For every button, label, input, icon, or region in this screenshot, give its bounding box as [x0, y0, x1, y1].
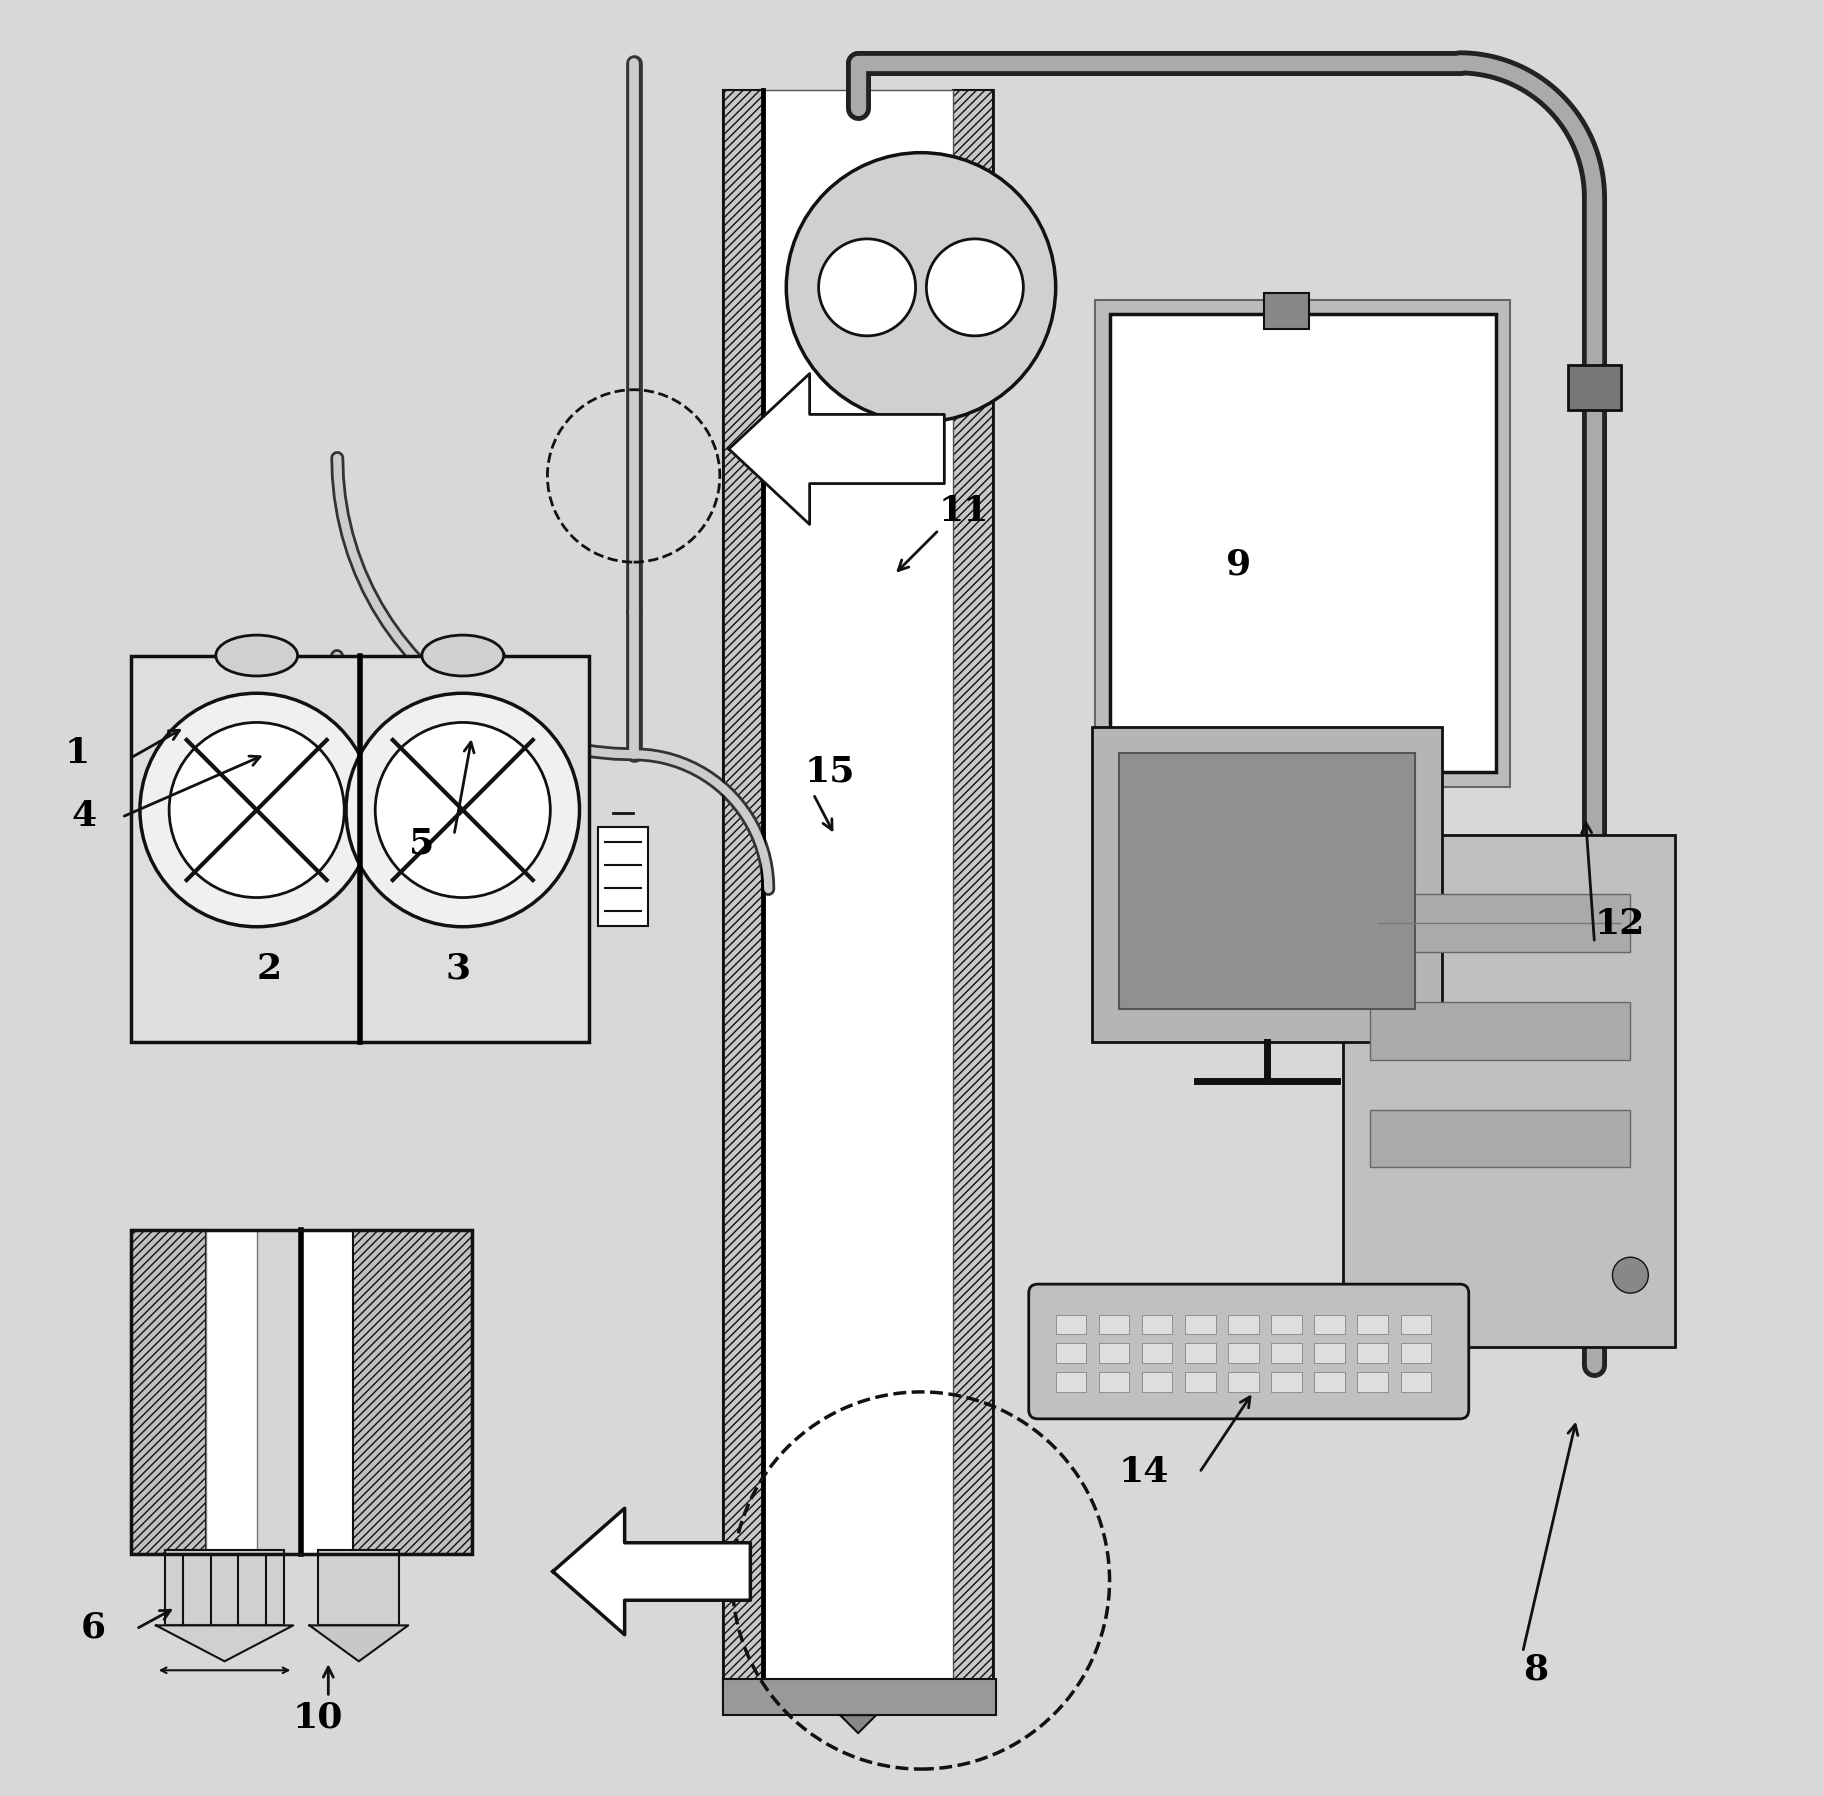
Bar	[953, 90, 992, 1706]
Bar	[1369, 1002, 1630, 1060]
Bar	[762, 90, 953, 1706]
Bar	[1056, 1343, 1087, 1363]
Bar	[1056, 1372, 1087, 1392]
Bar	[598, 828, 647, 927]
Bar	[1314, 1315, 1344, 1334]
Bar	[1141, 1315, 1172, 1334]
Text: 8: 8	[1522, 1652, 1548, 1686]
Bar	[1566, 365, 1621, 409]
Circle shape	[170, 722, 345, 898]
Bar	[1097, 1343, 1128, 1363]
Text: 10: 10	[292, 1701, 343, 1735]
Bar	[164, 1550, 284, 1625]
FancyBboxPatch shape	[1028, 1284, 1468, 1419]
Bar	[1400, 1343, 1431, 1363]
Circle shape	[140, 693, 374, 927]
Circle shape	[1612, 1257, 1648, 1293]
Bar	[1342, 835, 1674, 1347]
Bar	[1097, 1372, 1128, 1392]
Bar	[1400, 1372, 1431, 1392]
Text: 4: 4	[71, 799, 97, 833]
Bar	[131, 1230, 472, 1554]
Bar	[1271, 1372, 1302, 1392]
Bar	[1227, 1343, 1258, 1363]
Bar	[1369, 1110, 1630, 1167]
Bar	[1108, 314, 1495, 772]
Bar	[131, 1230, 472, 1554]
Bar	[131, 1230, 206, 1554]
Bar	[352, 1230, 472, 1554]
Circle shape	[346, 693, 580, 927]
Text: 9: 9	[1225, 548, 1251, 582]
Bar	[319, 1550, 399, 1625]
Bar	[1141, 1343, 1172, 1363]
Text: 5: 5	[408, 826, 434, 860]
Bar	[206, 1230, 257, 1554]
Bar	[1185, 1315, 1214, 1334]
Bar	[1356, 1315, 1387, 1334]
Polygon shape	[310, 1625, 408, 1661]
Text: 12: 12	[1593, 907, 1644, 941]
Text: 6: 6	[80, 1611, 106, 1645]
Text: 11: 11	[939, 494, 988, 528]
Bar	[1227, 1372, 1258, 1392]
Bar	[1056, 1315, 1087, 1334]
Bar	[1094, 300, 1509, 787]
Text: 1: 1	[64, 736, 89, 770]
Bar	[1400, 1315, 1431, 1334]
Bar	[1356, 1372, 1387, 1392]
Text: 3: 3	[445, 952, 470, 986]
Bar	[1314, 1343, 1344, 1363]
Polygon shape	[729, 374, 944, 524]
Bar	[1097, 1315, 1128, 1334]
Ellipse shape	[421, 636, 503, 675]
Bar	[301, 1230, 352, 1554]
Bar	[1117, 753, 1415, 1009]
Text: 15: 15	[804, 754, 855, 788]
Bar	[1314, 1372, 1344, 1392]
Polygon shape	[155, 1625, 294, 1661]
Bar	[1185, 1343, 1214, 1363]
Text: 2: 2	[257, 952, 281, 986]
Bar	[1369, 894, 1630, 952]
Circle shape	[926, 239, 1023, 336]
Bar	[1271, 1343, 1302, 1363]
Circle shape	[786, 153, 1056, 422]
Bar	[1227, 1315, 1258, 1334]
Bar	[131, 656, 589, 1042]
Bar	[1271, 1315, 1302, 1334]
Polygon shape	[840, 1715, 875, 1733]
Bar	[1263, 293, 1309, 329]
Bar	[724, 1679, 995, 1715]
Circle shape	[376, 722, 551, 898]
Polygon shape	[552, 1509, 749, 1634]
Bar	[1090, 727, 1440, 1042]
Bar	[1356, 1343, 1387, 1363]
Ellipse shape	[215, 636, 297, 675]
Bar	[724, 90, 762, 1706]
Circle shape	[819, 239, 915, 336]
Bar	[1185, 1372, 1214, 1392]
Text: 14: 14	[1117, 1455, 1169, 1489]
Bar	[1141, 1372, 1172, 1392]
